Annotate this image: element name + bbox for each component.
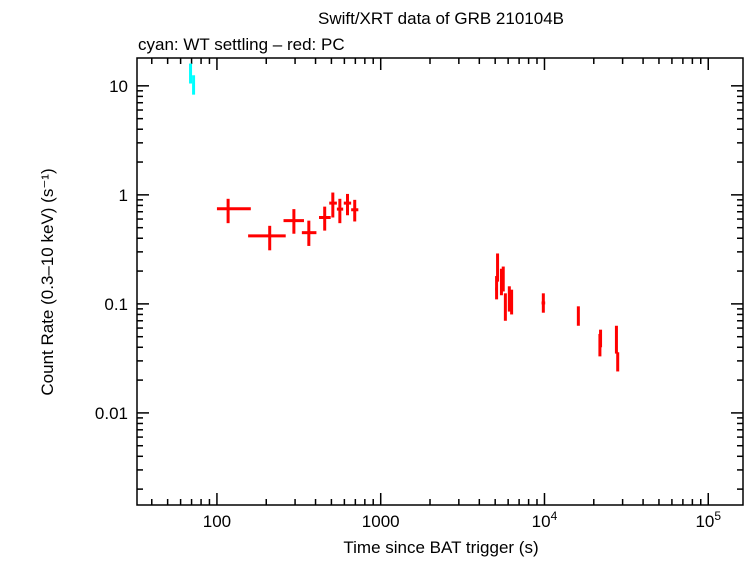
data-point <box>599 329 603 348</box>
chart-title: Swift/XRT data of GRB 210104B <box>318 9 564 28</box>
x-tick-label-base: 10 <box>695 512 714 531</box>
x-tick-label-exponent: 4 <box>551 509 558 523</box>
data-point <box>496 253 500 282</box>
y-tick-label: 10 <box>109 77 128 96</box>
data-point <box>283 209 304 234</box>
data-point <box>576 306 580 326</box>
y-tick-label: 0.01 <box>95 404 128 423</box>
data-point <box>616 352 620 372</box>
data-point <box>351 199 359 222</box>
data-point <box>329 192 337 218</box>
x-tick-label-base: 1000 <box>362 512 400 531</box>
data-point <box>319 206 331 231</box>
data-point <box>614 325 618 354</box>
data-point <box>301 220 317 246</box>
x-axis-label: Time since BAT trigger (s) <box>343 538 538 557</box>
data-point <box>541 293 546 313</box>
x-tick-label-base: 100 <box>203 512 231 531</box>
data-point <box>501 266 505 292</box>
x-tick-label: 105 <box>695 509 721 531</box>
data-point <box>248 225 286 251</box>
data-point <box>189 63 193 84</box>
x-tick-label-base: 10 <box>532 512 551 531</box>
data-point <box>510 289 514 315</box>
data-points <box>189 63 620 372</box>
y-axis-label: Count Rate (0.3–10 keV) (s⁻¹) <box>38 168 57 395</box>
x-tick-label: 1000 <box>362 512 400 531</box>
y-tick-label: 0.1 <box>104 295 128 314</box>
plot-frame <box>136 57 744 506</box>
y-tick-label: 1 <box>119 186 128 205</box>
data-point <box>216 198 251 224</box>
data-point <box>507 286 511 312</box>
x-tick-label: 100 <box>203 512 231 531</box>
x-tick-label-exponent: 5 <box>714 509 721 523</box>
data-point <box>343 193 352 216</box>
chart-subtitle: cyan: WT settling – red: PC <box>138 35 345 54</box>
data-point <box>336 198 344 224</box>
x-tick-label: 104 <box>532 509 558 531</box>
data-point <box>503 293 507 321</box>
data-point <box>192 75 196 95</box>
